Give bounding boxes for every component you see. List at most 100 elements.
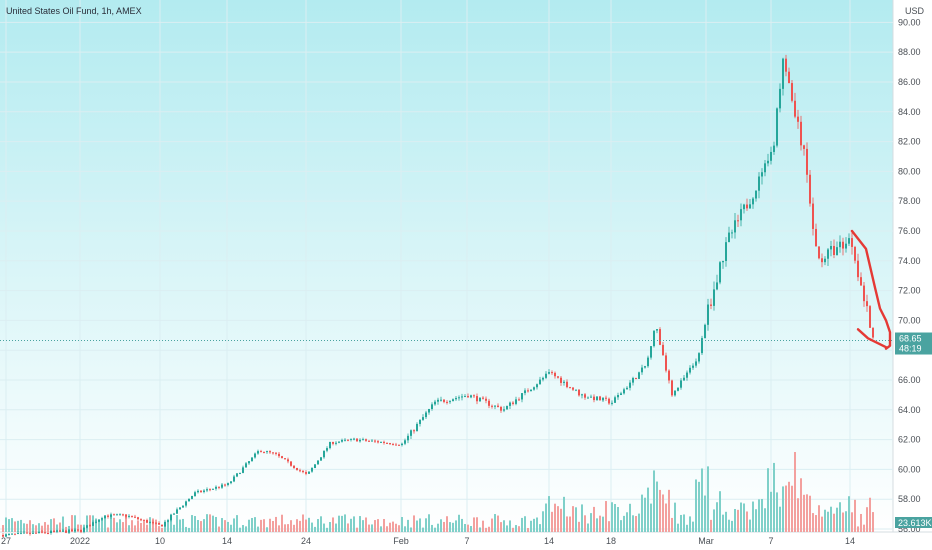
volume-bar bbox=[833, 513, 835, 532]
volume-bar bbox=[182, 518, 184, 532]
candle-body bbox=[86, 525, 88, 528]
volume-bar bbox=[779, 506, 781, 532]
candle-body bbox=[728, 232, 730, 243]
volume-bar bbox=[449, 522, 451, 532]
volume-bar bbox=[551, 511, 553, 532]
volume-bar bbox=[524, 516, 526, 532]
candle-body bbox=[413, 430, 415, 432]
volume-bar bbox=[329, 522, 331, 532]
volume-bar bbox=[155, 519, 157, 532]
volume-bar bbox=[539, 524, 541, 532]
candle-body bbox=[476, 396, 478, 402]
candle-body bbox=[569, 387, 571, 389]
candle-body bbox=[47, 532, 49, 534]
volume-bar bbox=[233, 518, 235, 532]
candle-body bbox=[668, 370, 670, 381]
time-tick-label: 2022 bbox=[70, 536, 90, 546]
volume-bar bbox=[479, 527, 481, 532]
candle-body bbox=[866, 301, 868, 307]
candle-body bbox=[692, 365, 694, 368]
volume-bar bbox=[398, 525, 400, 532]
volume-bar bbox=[686, 524, 688, 532]
volume-bar bbox=[641, 494, 643, 532]
volume-bar bbox=[254, 517, 256, 532]
volume-bar bbox=[425, 518, 427, 532]
volume-bar bbox=[542, 511, 544, 532]
candle-body bbox=[377, 441, 379, 443]
candle-body bbox=[845, 243, 847, 249]
volume-bar bbox=[26, 523, 28, 532]
candle-body bbox=[740, 209, 742, 221]
candle-body bbox=[206, 489, 208, 491]
volume-bar bbox=[251, 517, 253, 532]
volume-bar bbox=[392, 521, 394, 532]
candle-body bbox=[623, 389, 625, 394]
volume-bar bbox=[854, 499, 856, 532]
candle-body bbox=[77, 529, 79, 531]
volume-bar bbox=[302, 514, 304, 532]
volume-bar bbox=[614, 503, 616, 532]
candle-body bbox=[800, 121, 802, 146]
volume-bar bbox=[536, 517, 538, 532]
volume-bar bbox=[476, 517, 478, 532]
time-tick-label: 7 bbox=[768, 536, 773, 546]
volume-bar bbox=[617, 507, 619, 532]
candle-body bbox=[158, 523, 160, 525]
volume-bar bbox=[407, 519, 409, 532]
volume-bar bbox=[500, 522, 502, 532]
candle-body bbox=[110, 514, 112, 517]
price-tick-label: 78.00 bbox=[898, 196, 921, 206]
price-tick-label: 58.00 bbox=[898, 494, 921, 504]
hand-drawn-curve[interactable] bbox=[850, 229, 892, 350]
volume-bar bbox=[635, 516, 637, 532]
hand-drawn-arrow[interactable] bbox=[856, 328, 888, 349]
candle-body bbox=[44, 532, 46, 534]
volume-bar bbox=[353, 516, 355, 532]
drawing-annotations[interactable] bbox=[850, 229, 892, 350]
volume-bar bbox=[563, 496, 565, 532]
volume-bar bbox=[401, 517, 403, 532]
candle-body bbox=[707, 304, 709, 325]
candle-body bbox=[857, 260, 859, 278]
candle-body bbox=[449, 401, 451, 403]
candle-body bbox=[98, 519, 100, 522]
time-tick-label: 27 bbox=[1, 536, 11, 546]
volume-bar bbox=[443, 521, 445, 532]
candle-body bbox=[143, 519, 145, 521]
volume-bar bbox=[41, 525, 43, 532]
volume-bar bbox=[743, 503, 745, 532]
volume-bar bbox=[776, 492, 778, 532]
volume-bar bbox=[818, 505, 820, 532]
candle-body bbox=[326, 448, 328, 451]
volume-bar bbox=[359, 516, 361, 532]
volume-bar bbox=[275, 516, 277, 532]
candle-body bbox=[818, 246, 820, 259]
volume-bar bbox=[590, 513, 592, 532]
price-scale-background[interactable] bbox=[893, 0, 932, 532]
candle-body bbox=[572, 387, 574, 390]
volume-bar bbox=[680, 514, 682, 532]
volume-bar bbox=[11, 518, 13, 532]
candle-body bbox=[278, 453, 280, 457]
candle-body bbox=[515, 399, 517, 404]
candle-body bbox=[548, 372, 550, 374]
candle-body bbox=[512, 402, 514, 404]
candle-body bbox=[212, 488, 214, 490]
volume-bar bbox=[98, 520, 100, 532]
candle-body bbox=[200, 490, 202, 493]
candle-body bbox=[605, 397, 607, 399]
volume-bar bbox=[806, 494, 808, 532]
candle-body bbox=[809, 174, 811, 204]
candle-body bbox=[833, 245, 835, 256]
time-scale-background[interactable] bbox=[0, 532, 932, 550]
candle-body bbox=[710, 304, 712, 306]
candle-body bbox=[626, 387, 628, 390]
price-tag-countdown: 48:19 bbox=[899, 344, 922, 354]
volume-bar bbox=[56, 524, 58, 532]
volume-bar bbox=[419, 518, 421, 532]
candle-body bbox=[482, 397, 484, 399]
candle-body bbox=[122, 514, 124, 516]
candle-body bbox=[107, 515, 109, 517]
candle-body bbox=[398, 444, 400, 446]
